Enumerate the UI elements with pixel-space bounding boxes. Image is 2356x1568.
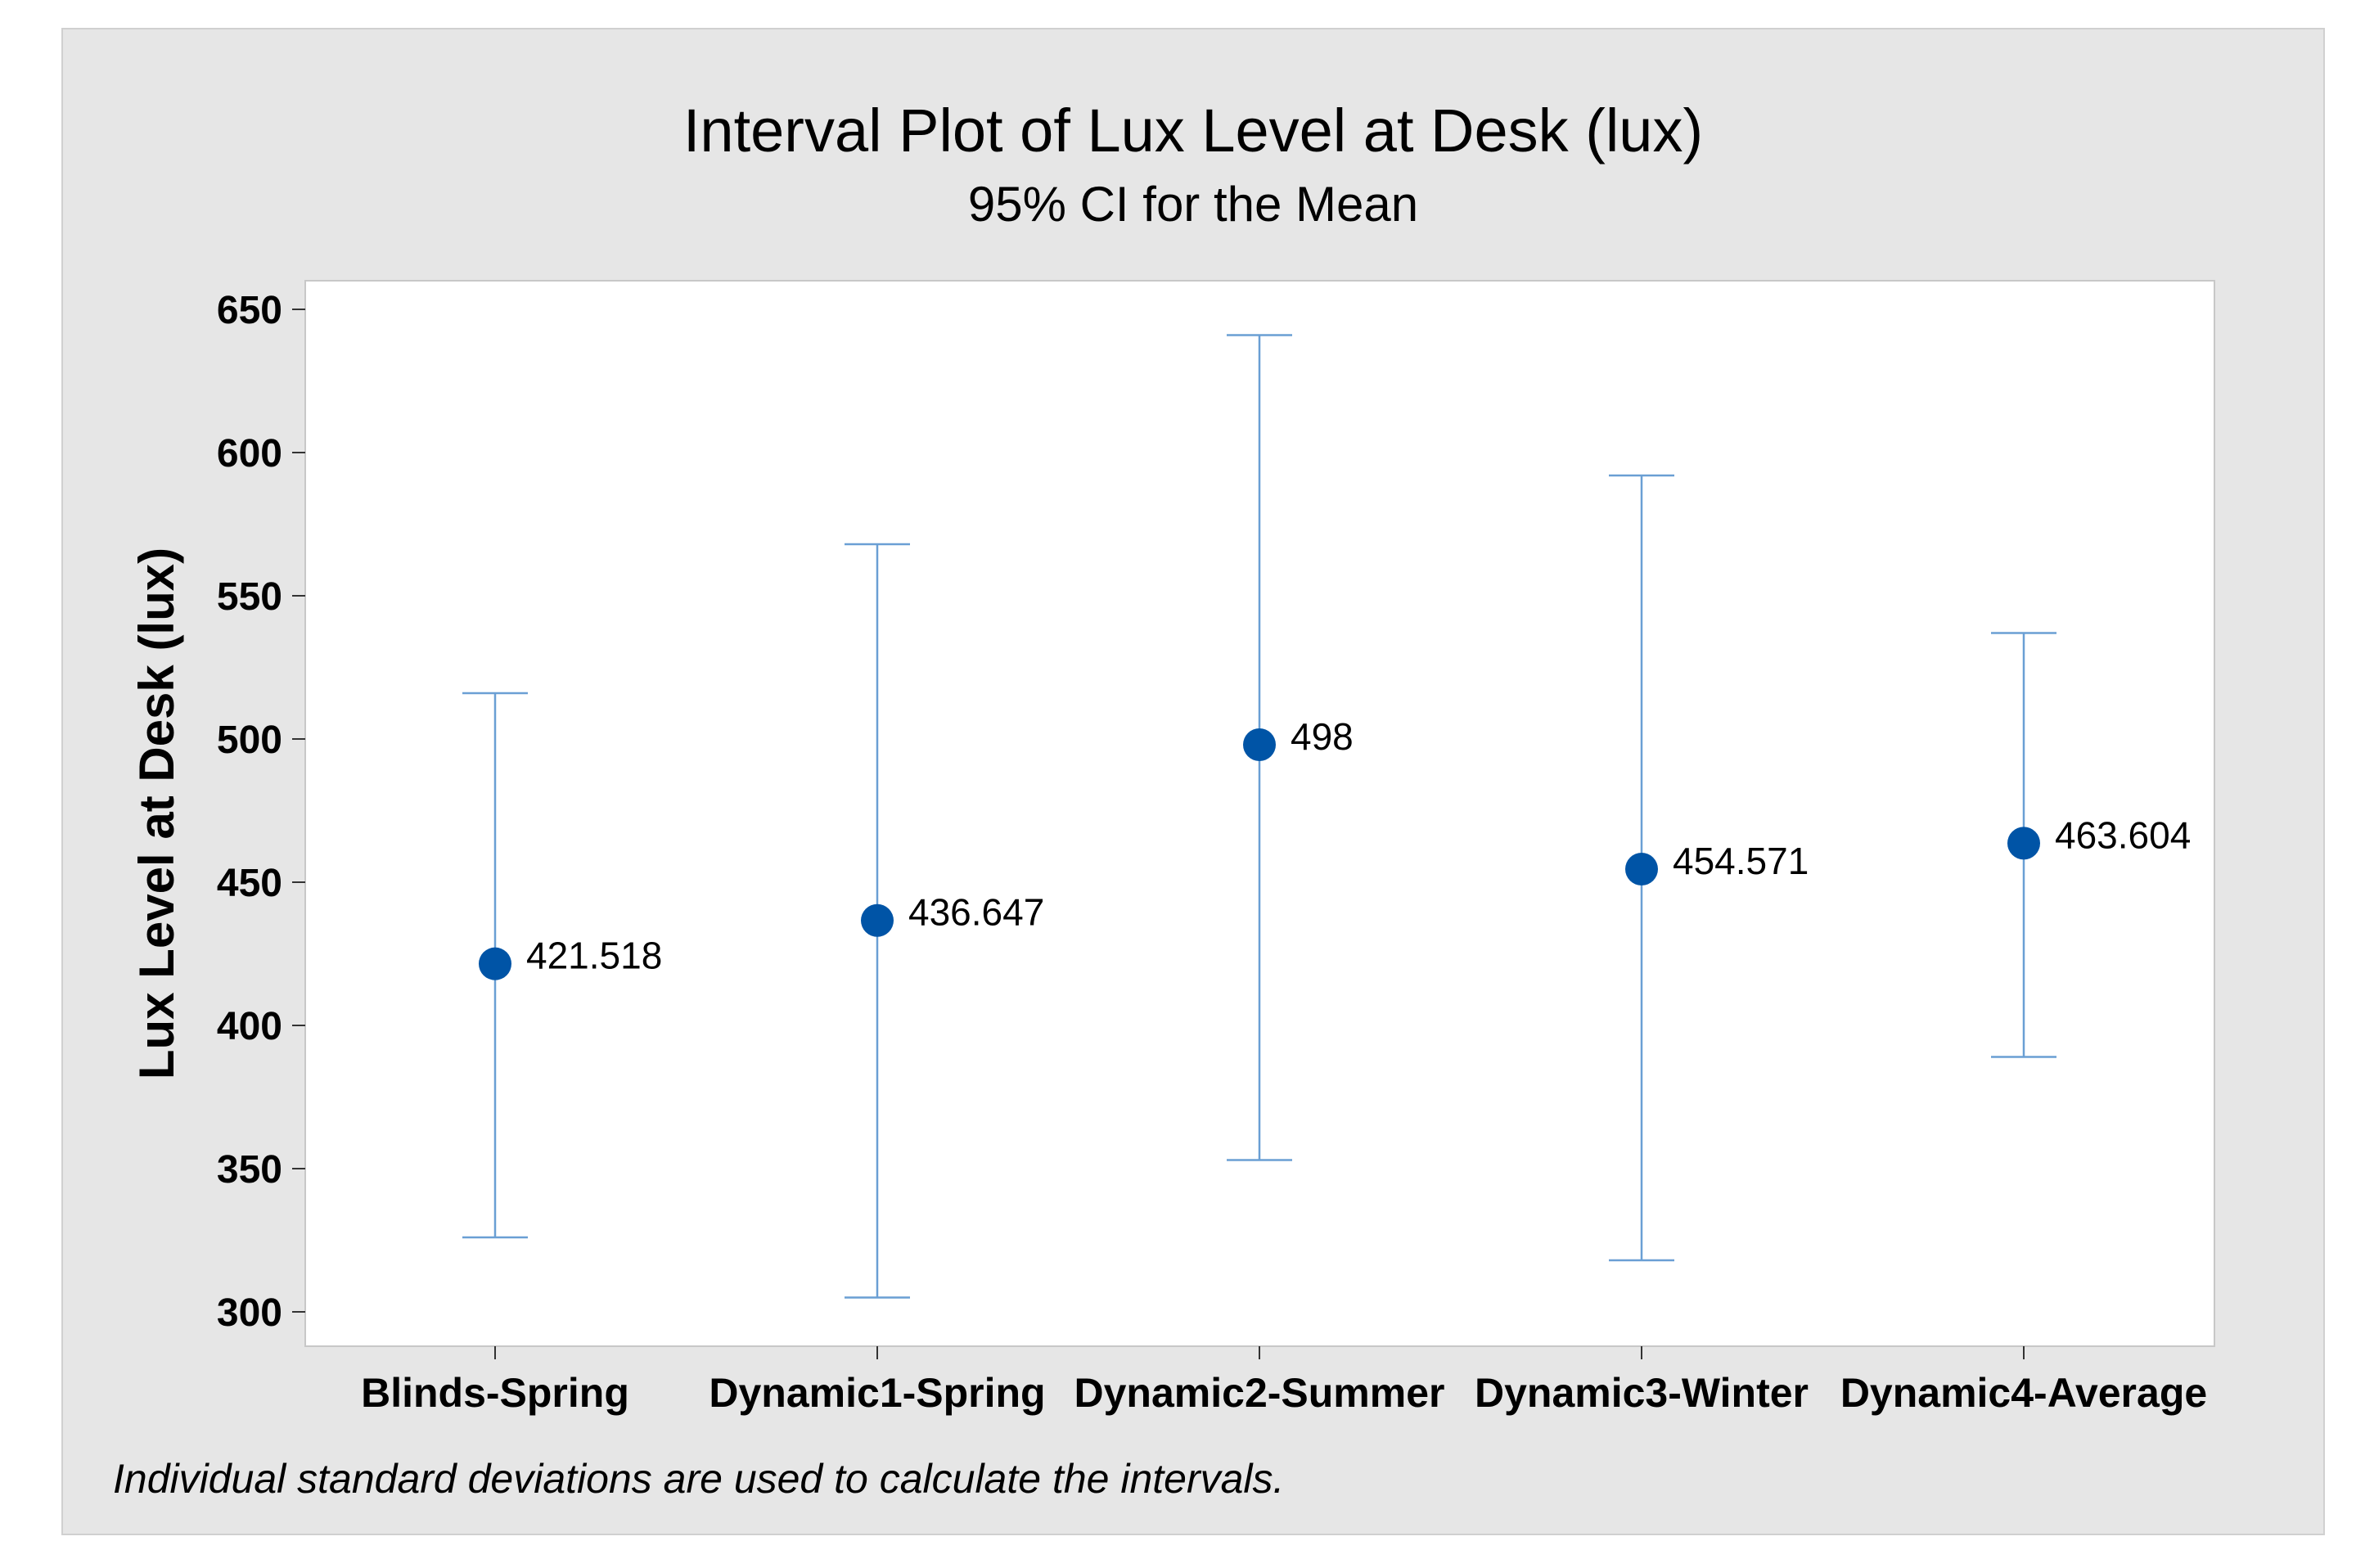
x-tick-label: Dynamic4-Average bbox=[1840, 1370, 2207, 1416]
x-tick-label: Blinds-Spring bbox=[361, 1370, 629, 1416]
x-tick-label: Dynamic2-Summer bbox=[1074, 1370, 1445, 1416]
mean-label: 454.571 bbox=[1673, 840, 1809, 882]
y-tick-label: 400 bbox=[217, 1005, 282, 1048]
x-axis: Blinds-Spring Dynamic1-Spring Dynamic2-Sum… bbox=[361, 1346, 2207, 1416]
y-tick-label: 350 bbox=[217, 1148, 282, 1192]
intervals: 421.518 436.647 498 454.571 463.604 bbox=[462, 334, 2191, 1299]
y-tick-label: 500 bbox=[217, 719, 282, 762]
mean-label: 498 bbox=[1291, 715, 1354, 758]
mean-label: 463.604 bbox=[2055, 813, 2191, 856]
mean-marker bbox=[479, 947, 511, 980]
y-tick-label: 300 bbox=[217, 1291, 282, 1335]
y-axis: 300 350 400 450 500 550 600 650 bbox=[217, 289, 305, 1335]
mean-marker bbox=[1243, 728, 1276, 761]
y-tick-label: 600 bbox=[217, 432, 282, 475]
y-axis-label: Lux Level at Desk (lux) bbox=[129, 547, 184, 1079]
mean-marker bbox=[2007, 827, 2040, 860]
x-tick-label: Dynamic3-Winter bbox=[1475, 1370, 1809, 1416]
y-tick-label: 450 bbox=[217, 862, 282, 905]
footnote: Individual standard deviations are used … bbox=[113, 1456, 1284, 1502]
x-tick-label: Dynamic1-Spring bbox=[709, 1370, 1045, 1416]
chart-subtitle: 95% CI for the Mean bbox=[968, 177, 1418, 232]
y-tick-label: 550 bbox=[217, 575, 282, 619]
mean-marker bbox=[1625, 853, 1658, 886]
y-tick-label: 650 bbox=[217, 289, 282, 332]
mean-label: 436.647 bbox=[908, 891, 1044, 934]
mean-label: 421.518 bbox=[526, 935, 662, 977]
mean-marker bbox=[861, 903, 894, 937]
chart-title: Interval Plot of Lux Level at Desk (lux) bbox=[683, 97, 1703, 164]
